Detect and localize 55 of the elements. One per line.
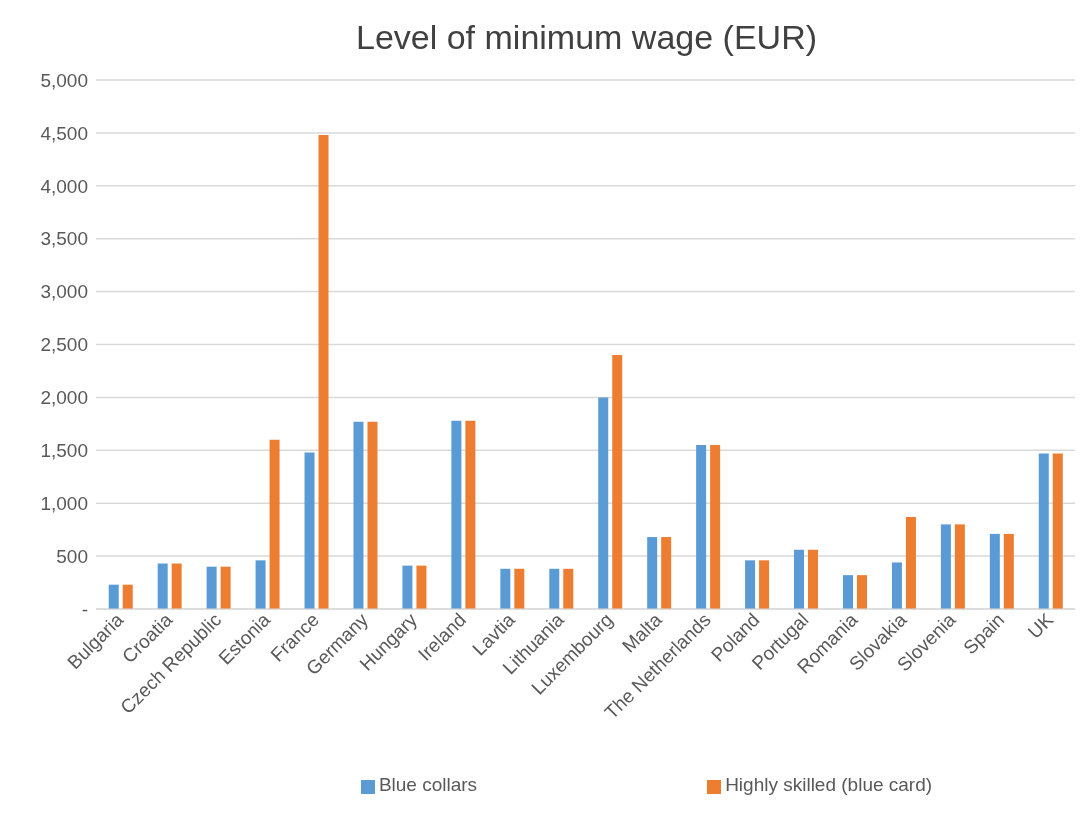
bar [940,524,951,609]
bar [891,562,902,609]
bar [353,421,364,609]
bar [108,584,119,609]
bar [402,565,413,609]
x-tick-label: UK [1023,608,1058,643]
legend-label: Blue collars [378,774,478,795]
bar [206,566,217,609]
bar [500,568,511,609]
bar [367,421,378,609]
y-tick-label: 1,000 [40,492,88,514]
bar [465,420,476,609]
bar [856,575,867,609]
y-tick-label: 4,500 [40,122,88,144]
bar [122,584,133,609]
y-tick-label: 4,000 [40,175,88,197]
bar [451,420,462,609]
y-tick-label: 500 [56,545,88,567]
bar [220,566,231,609]
y-tick-label: 2,000 [40,387,88,409]
y-tick-label: 3,500 [40,228,88,250]
bar [612,355,623,609]
bar [598,397,609,609]
bar [647,537,658,609]
y-tick-label: 2,500 [40,334,88,356]
bar [759,560,770,609]
bar [1052,453,1063,609]
y-tick-label: - [81,598,88,620]
bar [696,445,707,609]
bar [1038,453,1049,609]
chart-title: Level of minimum wage (EUR) [355,17,818,58]
bar [794,549,805,609]
bar [269,439,280,609]
bar [171,563,182,609]
bar [416,565,427,609]
bar [710,445,721,609]
legend-label: Highly skilled (blue card) [725,774,933,795]
bar [661,537,672,609]
bar [549,568,560,609]
y-tick-label: 3,000 [40,281,88,303]
y-tick-label: 5,000 [40,69,88,91]
y-tick-label: 1,500 [40,440,88,462]
bar [954,524,965,609]
bar [318,135,329,609]
bar [157,563,168,609]
bar [745,560,756,609]
bar [563,568,574,609]
bar [255,560,266,609]
bar [1003,533,1014,609]
bar [304,452,315,609]
bar [842,575,853,609]
bar [808,549,819,609]
bar [989,533,1000,609]
bar [514,568,525,609]
bar [905,516,916,609]
